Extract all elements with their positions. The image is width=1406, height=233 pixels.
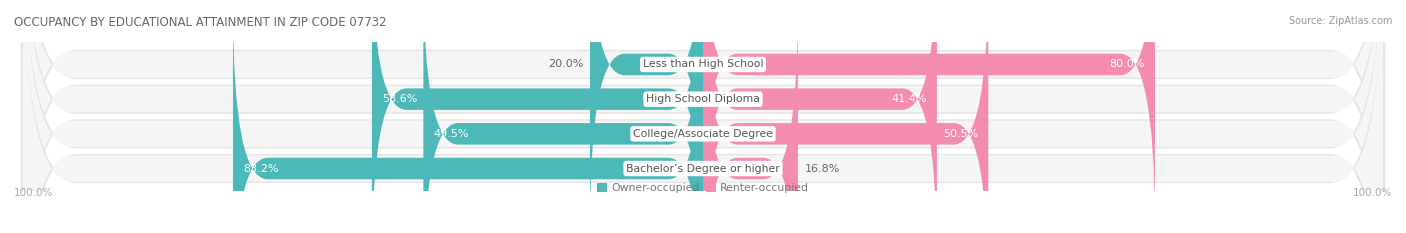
FancyBboxPatch shape bbox=[22, 0, 1384, 233]
Text: 20.0%: 20.0% bbox=[548, 59, 583, 69]
FancyBboxPatch shape bbox=[591, 0, 703, 227]
FancyBboxPatch shape bbox=[22, 0, 1384, 233]
Text: Source: ZipAtlas.com: Source: ZipAtlas.com bbox=[1288, 16, 1392, 26]
Text: College/Associate Degree: College/Associate Degree bbox=[633, 129, 773, 139]
Text: 80.0%: 80.0% bbox=[1109, 59, 1144, 69]
Text: 49.5%: 49.5% bbox=[433, 129, 470, 139]
Text: 83.2%: 83.2% bbox=[243, 164, 278, 174]
Text: OCCUPANCY BY EDUCATIONAL ATTAINMENT IN ZIP CODE 07732: OCCUPANCY BY EDUCATIONAL ATTAINMENT IN Z… bbox=[14, 16, 387, 29]
Legend: Owner-occupied, Renter-occupied: Owner-occupied, Renter-occupied bbox=[593, 179, 813, 198]
Text: Less than High School: Less than High School bbox=[643, 59, 763, 69]
Text: 100.0%: 100.0% bbox=[1353, 188, 1392, 198]
FancyBboxPatch shape bbox=[373, 0, 703, 233]
FancyBboxPatch shape bbox=[22, 0, 1384, 233]
FancyBboxPatch shape bbox=[703, 0, 988, 233]
Text: Bachelor’s Degree or higher: Bachelor’s Degree or higher bbox=[626, 164, 780, 174]
FancyBboxPatch shape bbox=[21, 0, 1385, 233]
FancyBboxPatch shape bbox=[703, 0, 1154, 227]
FancyBboxPatch shape bbox=[233, 6, 703, 233]
Text: 58.6%: 58.6% bbox=[382, 94, 418, 104]
Text: 50.5%: 50.5% bbox=[942, 129, 979, 139]
FancyBboxPatch shape bbox=[21, 0, 1385, 233]
FancyBboxPatch shape bbox=[21, 0, 1385, 233]
FancyBboxPatch shape bbox=[703, 0, 936, 233]
FancyBboxPatch shape bbox=[423, 0, 703, 233]
Text: High School Diploma: High School Diploma bbox=[647, 94, 759, 104]
FancyBboxPatch shape bbox=[22, 0, 1384, 233]
Text: 100.0%: 100.0% bbox=[14, 188, 53, 198]
FancyBboxPatch shape bbox=[703, 6, 799, 233]
Text: 16.8%: 16.8% bbox=[804, 164, 841, 174]
FancyBboxPatch shape bbox=[21, 0, 1385, 233]
Text: 41.4%: 41.4% bbox=[891, 94, 927, 104]
